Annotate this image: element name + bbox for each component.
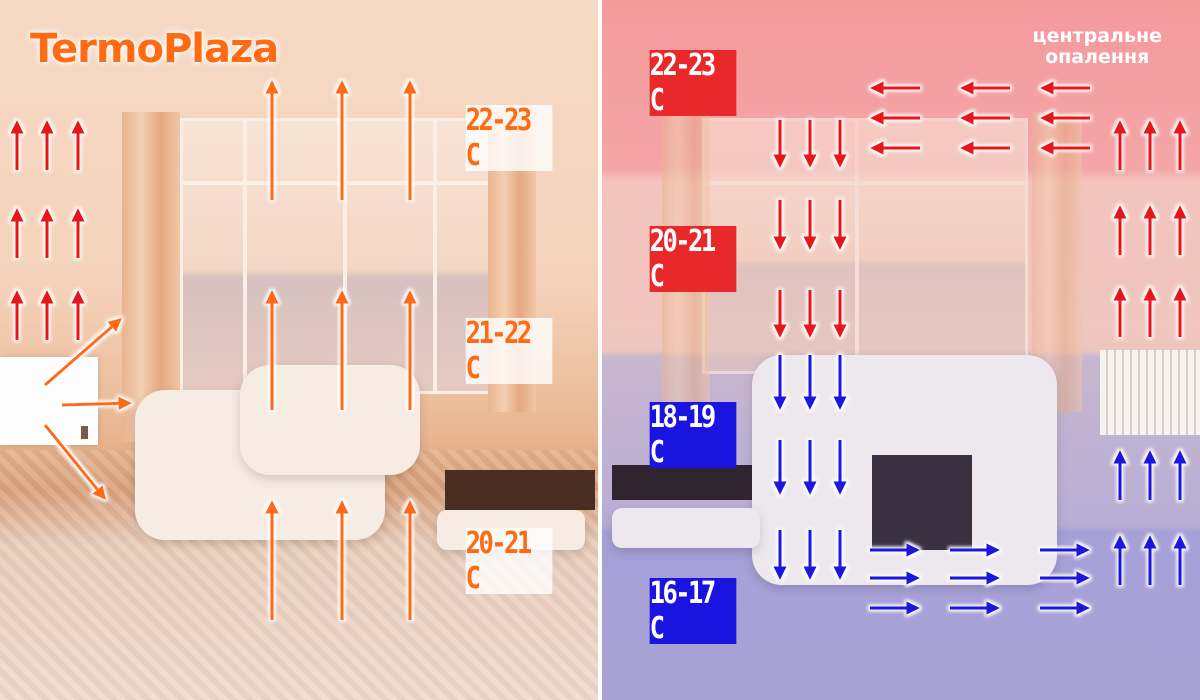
termoplaza-room-panel: TermoPlaza 22-23 C 21-22 C 20-21 C [0, 0, 598, 700]
temperature-label: 21-22 C [465, 316, 553, 386]
temperature-label: 16-17 C [649, 576, 737, 646]
arrow-left-icon [960, 111, 1010, 125]
arrow-down-icon [803, 200, 817, 250]
arrow-down-icon [773, 530, 787, 580]
temperature-label: 20-21 C [649, 224, 737, 294]
arrow-up-icon [10, 120, 24, 170]
temperature-label: 20-21 C [465, 526, 553, 596]
arrow-up-icon [10, 290, 24, 340]
arrow-down-icon [773, 355, 787, 410]
arrow-up-icon [265, 500, 279, 620]
arrow-up-icon [335, 290, 349, 410]
arrow-left-icon [870, 141, 920, 155]
arrow-up-icon [1143, 450, 1157, 500]
temperature-label: 22-23 C [465, 103, 553, 173]
arrow-left-icon [1040, 81, 1090, 95]
arrow-up-icon [10, 208, 24, 258]
arrow-down-icon [833, 120, 847, 168]
arrow-up-icon [1113, 450, 1127, 500]
arrow-up-icon [1143, 535, 1157, 585]
heater-thermostat [81, 426, 88, 439]
arrow-right-icon [950, 601, 1000, 615]
arrow-up-icon [335, 80, 349, 200]
arrow-up-icon [1173, 287, 1187, 337]
arrow-up-icon [1143, 205, 1157, 255]
arrow-down-icon [773, 200, 787, 250]
arrow-left-icon [960, 141, 1010, 155]
divider [598, 0, 602, 700]
arrow-up-icon [71, 290, 85, 340]
heat-arrow-icon [43, 424, 106, 500]
heat-arrow-icon [44, 318, 122, 387]
arrow-up-icon [1113, 120, 1127, 170]
temperature-label: 22-23 C [649, 48, 737, 118]
arrow-up-icon [1113, 535, 1127, 585]
arrow-right-icon [870, 571, 920, 585]
brand-logo: TermoPlaza [30, 26, 279, 72]
arrow-up-icon [403, 500, 417, 620]
arrow-down-icon [833, 355, 847, 410]
arrow-down-icon [803, 290, 817, 338]
arrow-up-icon [1173, 205, 1187, 255]
arrow-down-icon [833, 290, 847, 338]
arrow-up-icon [1143, 287, 1157, 337]
arrow-down-icon [803, 530, 817, 580]
caption-line: центральне [1032, 25, 1162, 47]
arrow-up-icon [71, 208, 85, 258]
arrow-down-icon [803, 440, 817, 495]
arrow-up-icon [403, 290, 417, 410]
arrow-up-icon [265, 80, 279, 200]
arrow-up-icon [265, 290, 279, 410]
window [180, 118, 496, 394]
arrow-left-icon [1040, 111, 1090, 125]
arrow-down-icon [833, 200, 847, 250]
coffee-table [612, 465, 752, 500]
arrow-up-icon [1143, 120, 1157, 170]
arrow-right-icon [950, 571, 1000, 585]
arrow-up-icon [1173, 535, 1187, 585]
arrow-left-icon [1040, 141, 1090, 155]
heat-arrow-icon [61, 396, 132, 410]
arrow-up-icon [40, 208, 54, 258]
temperature-label: 18-19 C [649, 400, 737, 470]
arrow-right-icon [950, 543, 1000, 557]
arrow-down-icon [833, 530, 847, 580]
arrow-up-icon [40, 290, 54, 340]
radiator [1100, 350, 1200, 435]
arrow-up-icon [1113, 205, 1127, 255]
arrow-left-icon [870, 111, 920, 125]
arrow-up-icon [40, 120, 54, 170]
arrow-right-icon [870, 543, 920, 557]
arrow-up-icon [1173, 450, 1187, 500]
caption: центральне опалення [1033, 26, 1162, 68]
armchair [240, 365, 420, 475]
arrow-up-icon [335, 500, 349, 620]
arrow-right-icon [870, 601, 920, 615]
arrow-up-icon [71, 120, 85, 170]
arrow-left-icon [960, 81, 1010, 95]
arrow-up-icon [403, 80, 417, 200]
arrow-up-icon [1173, 120, 1187, 170]
throw-blanket [872, 455, 972, 550]
curtain [122, 112, 180, 442]
arrow-right-icon [1040, 601, 1090, 615]
arrow-down-icon [803, 355, 817, 410]
arrow-down-icon [773, 120, 787, 168]
coffee-table [445, 470, 595, 510]
caption-line: опалення [1045, 46, 1150, 68]
ottoman [612, 508, 760, 548]
arrow-up-icon [1113, 287, 1127, 337]
arrow-down-icon [773, 440, 787, 495]
arrow-down-icon [833, 440, 847, 495]
arrow-right-icon [1040, 571, 1090, 585]
arrow-right-icon [1040, 543, 1090, 557]
arrow-down-icon [803, 120, 817, 168]
arrow-left-icon [870, 81, 920, 95]
arrow-down-icon [773, 290, 787, 338]
window [702, 118, 1028, 374]
